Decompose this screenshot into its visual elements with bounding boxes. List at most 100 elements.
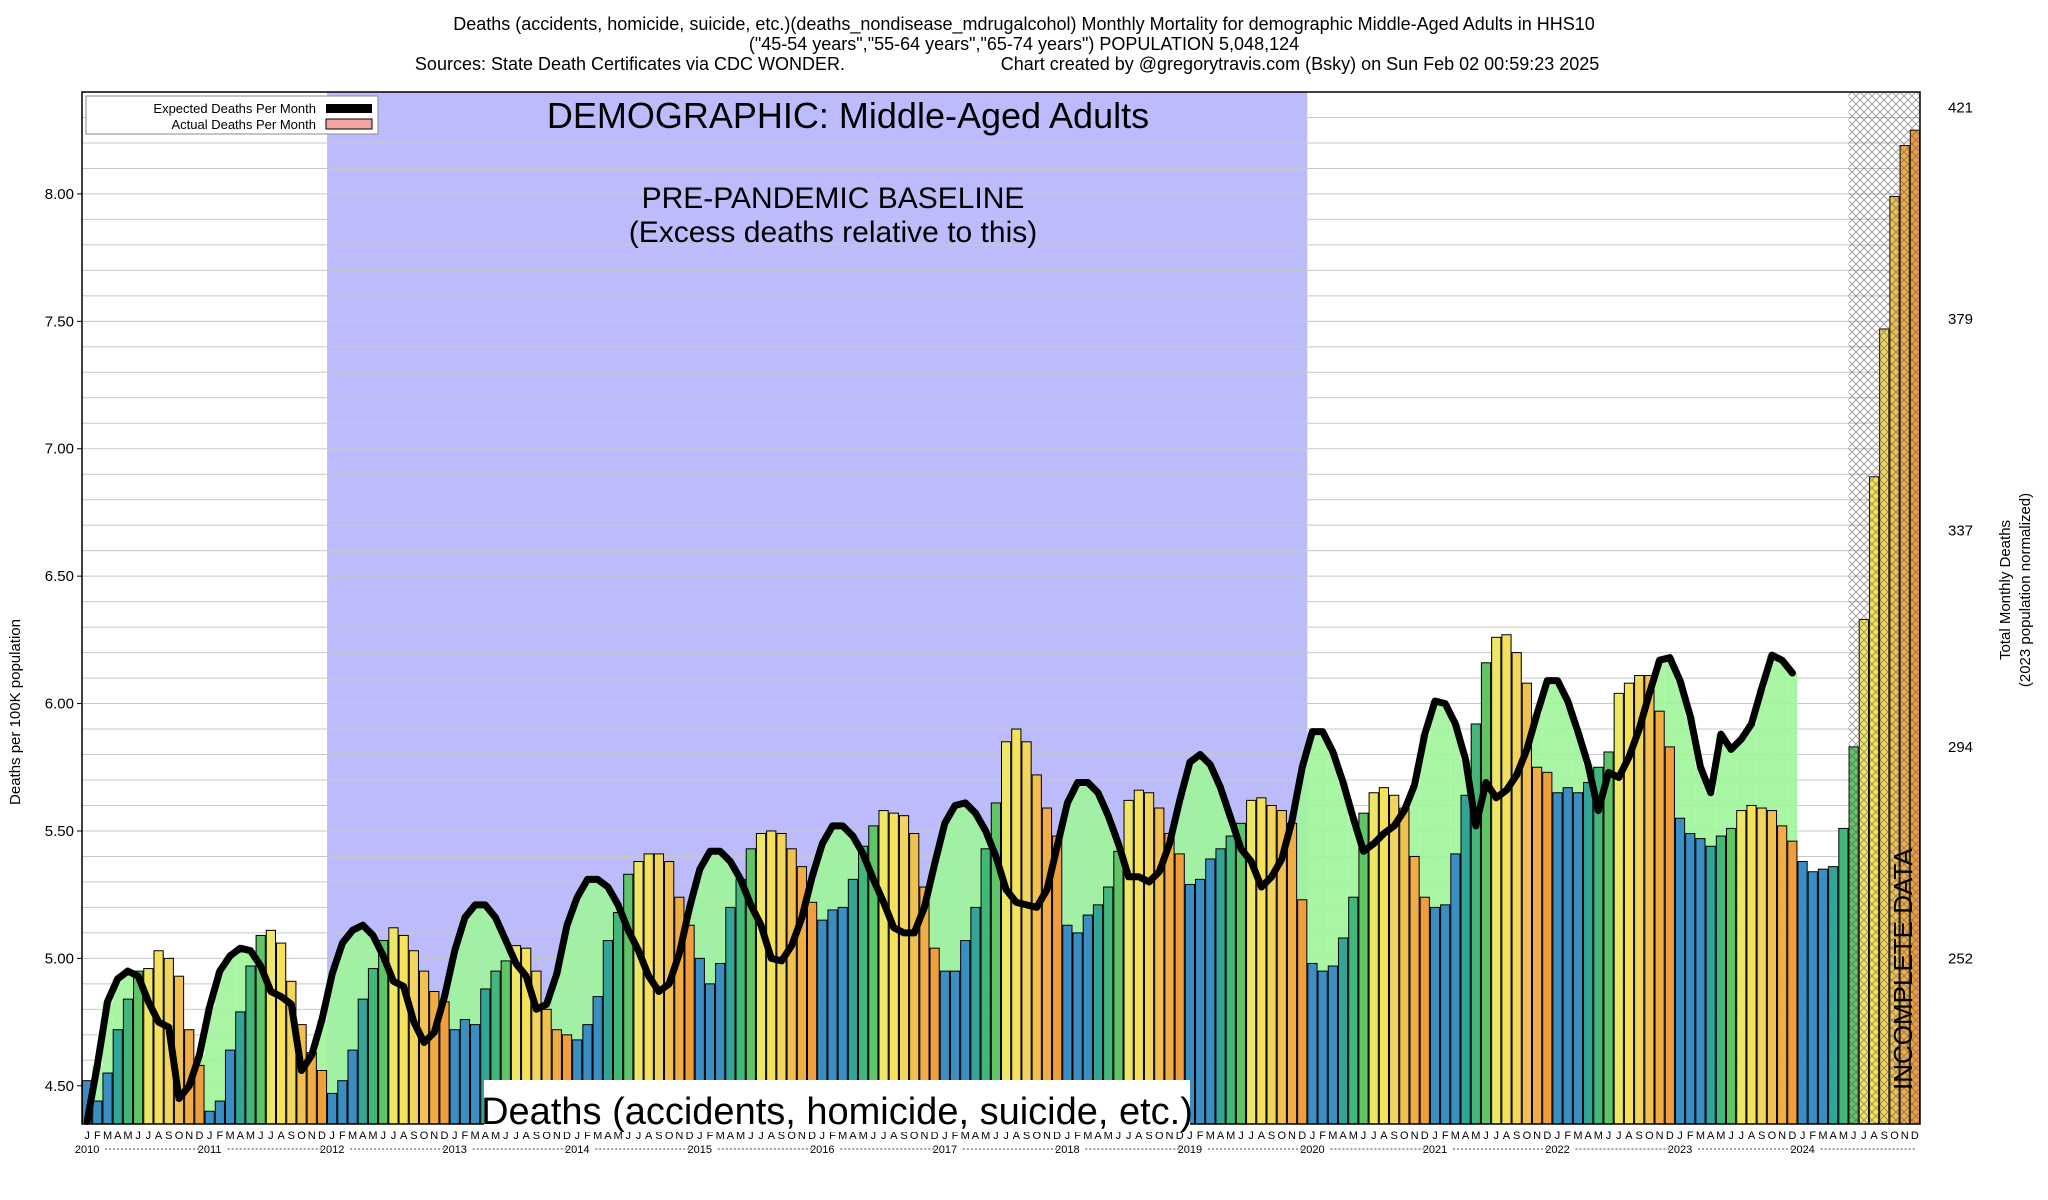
deficit-area — [970, 813, 981, 908]
x-month-label: A — [400, 1130, 408, 1142]
bar-2010-01-m19 — [276, 942, 287, 1125]
x-month-label: O — [420, 1130, 429, 1142]
bar-2010-01-m32 — [408, 950, 419, 1125]
deficit-area — [582, 879, 593, 1025]
bar-2010-01-m4 — [122, 998, 134, 1125]
x-month-label: S — [900, 1130, 907, 1142]
chart-credit: Chart created by @gregorytravis.com (Bsk… — [1001, 54, 1600, 74]
x-month-label: J — [881, 1130, 887, 1142]
y2-tick-label: 421 — [1948, 99, 1973, 116]
x-month-label: F — [1809, 1130, 1816, 1142]
x-month-label: O — [1890, 1130, 1899, 1142]
deficit-area — [561, 925, 573, 1035]
y-tick-label: 6.50 — [45, 568, 74, 585]
bar-2010-01-m25 — [337, 1080, 348, 1125]
deficit-area — [1531, 713, 1543, 768]
y-tick-label: 4.50 — [45, 1078, 74, 1095]
x-month-label: J — [1065, 1130, 1071, 1142]
x-month-label: J — [391, 1130, 397, 1142]
x-month-label: J — [1493, 1130, 1499, 1142]
x-year-label: 2024 — [1790, 1144, 1814, 1156]
bar-2010-01-m30 — [388, 927, 399, 1125]
x-month-label: F — [216, 1130, 223, 1142]
deficit-area — [817, 843, 828, 921]
x-month-label: S — [778, 1130, 785, 1142]
x-month-label: M — [613, 1130, 622, 1142]
x-year-label: 2017 — [933, 1144, 957, 1156]
x-month-label: A — [1748, 1130, 1756, 1142]
deficit-area — [837, 825, 848, 908]
x-month-label: J — [1483, 1130, 1489, 1142]
bar-2010-01-m166 — [1777, 825, 1788, 1125]
bars-layer — [82, 129, 1921, 1125]
x-month-label: J — [1371, 1130, 1377, 1142]
deficit-area — [1419, 734, 1430, 898]
bar-2010-01-m155 — [1664, 746, 1675, 1125]
x-month-label: S — [1881, 1130, 1888, 1142]
bar-2010-01-m80 — [898, 815, 910, 1125]
deficit-area — [704, 851, 716, 984]
x-month-label: F — [707, 1130, 714, 1142]
x-month-label: J — [993, 1130, 999, 1142]
deficit-area — [827, 825, 838, 910]
deficit-area — [480, 904, 491, 989]
x-month-label: J — [1432, 1130, 1438, 1142]
deficit-area — [1195, 754, 1206, 880]
deficit-area — [1205, 764, 1216, 859]
deficit-area — [694, 869, 705, 959]
bar-2010-01-m137 — [1480, 662, 1492, 1125]
y-tick-label: 8.00 — [45, 186, 74, 203]
x-month-label: A — [768, 1130, 776, 1142]
x-month-label: F — [339, 1130, 346, 1142]
x-month-label: O — [787, 1130, 796, 1142]
deficit-area — [572, 897, 583, 1040]
x-month-label: M — [736, 1130, 745, 1142]
deficit-area — [490, 917, 501, 972]
deficit-area — [949, 805, 961, 972]
bar-2010-01-m92 — [1021, 741, 1032, 1125]
x-month-label: F — [94, 1130, 101, 1142]
x-month-label: J — [1739, 1130, 1745, 1142]
x-month-label: J — [1126, 1130, 1132, 1142]
x-month-label: S — [533, 1130, 540, 1142]
deficit-area — [551, 973, 562, 1030]
x-month-label: D — [808, 1130, 816, 1142]
deficit-area — [1705, 792, 1716, 847]
deficit-area — [1562, 701, 1573, 788]
bar-2010-01-m157 — [1685, 833, 1696, 1125]
x-year-label: 2012 — [320, 1144, 344, 1156]
y2-tick-label: 379 — [1948, 311, 1973, 328]
x-month-label: J — [1310, 1130, 1316, 1142]
x-month-label: A — [1830, 1130, 1838, 1142]
deficit-area — [1327, 751, 1338, 967]
bar-2010-01-m110 — [1205, 858, 1216, 1125]
deficit-area — [337, 943, 348, 1081]
bar-2010-01-m128 — [1389, 794, 1400, 1125]
bar-2010-01-m16 — [245, 965, 256, 1125]
x-month-label: D — [1053, 1130, 1061, 1142]
deficit-area — [1348, 818, 1359, 898]
x-month-label: J — [1677, 1130, 1683, 1142]
x-month-label: J — [1800, 1130, 1806, 1142]
bar-2010-01-m132 — [1429, 906, 1441, 1125]
x-month-label: A — [1258, 1130, 1266, 1142]
x-month-label: F — [1319, 1130, 1326, 1142]
deficit-area — [1766, 655, 1778, 811]
x-month-label: F — [829, 1130, 836, 1142]
deficit-area — [1715, 734, 1726, 837]
deficit-area — [204, 1006, 215, 1112]
x-month-label: J — [697, 1130, 703, 1142]
x-month-label: J — [1616, 1130, 1622, 1142]
x-month-label: N — [1901, 1130, 1909, 1142]
x-month-label: D — [686, 1130, 694, 1142]
deficit-area — [327, 973, 338, 1094]
x-month-label: M — [961, 1130, 970, 1142]
x-year-label: 2013 — [442, 1144, 466, 1156]
bar-2010-01-m112 — [1225, 835, 1236, 1125]
bar-2010-01-m135 — [1460, 794, 1471, 1125]
x-month-label: J — [146, 1130, 152, 1142]
x-month-label: J — [626, 1130, 632, 1142]
deficit-area — [449, 950, 460, 1030]
bar-2010-01-m114 — [1246, 799, 1257, 1125]
